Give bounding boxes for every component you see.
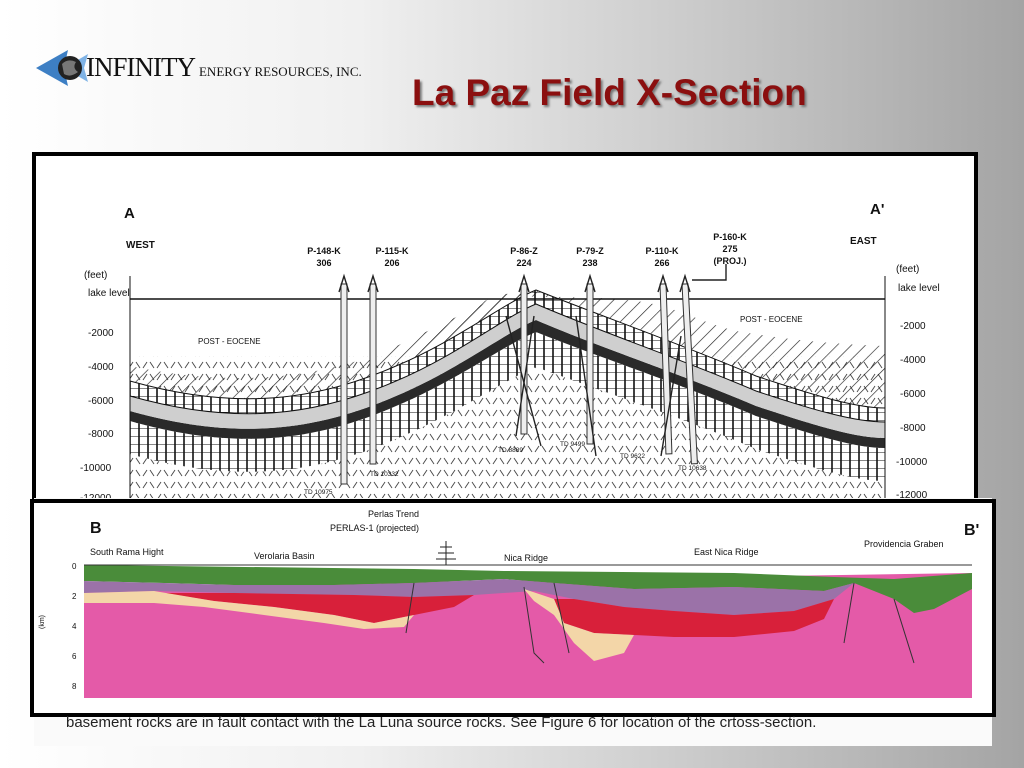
right-lake-level: lake level: [898, 283, 940, 294]
td-label: TD 8889: [498, 447, 523, 454]
page-title: La Paz Field X-Section: [412, 72, 807, 113]
section-a-end-label: A': [870, 201, 884, 218]
well-name: P-86-Z: [510, 246, 538, 256]
depth-tick: 4: [72, 622, 77, 631]
depth-tick: 6: [72, 652, 77, 661]
cross-section-b-panel: B B' Perlas Trend PERLAS-1 (projected) S…: [30, 499, 996, 717]
section-b-end-label: B': [964, 522, 979, 539]
cross-section-b-diagram: B B' Perlas Trend PERLAS-1 (projected) S…: [34, 503, 992, 713]
right-tick: -12000: [896, 490, 928, 501]
well-elev: 206: [384, 258, 399, 268]
well-name: P-79-Z: [576, 246, 604, 256]
right-tick: -6000: [900, 389, 926, 400]
cross-section-a-diagram: A A' WEST EAST (feet) (feet) lake level …: [80, 201, 940, 502]
left-tick: -8000: [88, 429, 114, 440]
depth-tick: 2: [72, 592, 77, 601]
left-tick: -4000: [88, 362, 114, 373]
td-label: TD 10332: [370, 471, 399, 478]
company-logo: INFINITY ENERGY RESOURCES, INC.: [34, 44, 362, 96]
well-note: (PROJ.): [713, 256, 746, 266]
location-label: Providencia Graben: [864, 539, 944, 549]
cross-section-a-panel: A A' WEST EAST (feet) (feet) lake level …: [32, 152, 978, 506]
well-elev: 275: [722, 244, 737, 254]
left-lake-level: lake level: [88, 288, 130, 299]
right-tick: -4000: [900, 355, 926, 366]
well-name: P-115-K: [375, 246, 409, 256]
td-label: TD 9622: [620, 453, 645, 460]
logo-sub-text: ENERGY RESOURCES, INC.: [198, 64, 362, 79]
td-label: TD 10975: [304, 489, 333, 496]
td-label: TD 9499: [560, 441, 585, 448]
well-elev: 224: [516, 258, 531, 268]
depth-axis-unit: (km): [39, 615, 46, 629]
left-axis-unit: (feet): [84, 270, 107, 281]
depth-tick: 8: [72, 682, 77, 691]
well-elev: 306: [316, 258, 331, 268]
section-a-start-label: A: [124, 205, 135, 222]
globe-arrow-icon: [36, 50, 88, 86]
figure-caption: basement rocks are in fault contact with…: [66, 714, 817, 731]
right-tick: -10000: [896, 457, 928, 468]
location-label: Verolaria Basin: [254, 551, 315, 561]
well-elev: 238: [582, 258, 597, 268]
section-b-start-label: B: [90, 520, 102, 537]
depth-tick: 0: [72, 562, 77, 571]
post-eocene-west-label: POST - EOCENE: [198, 337, 261, 346]
post-eocene-east-label: POST - EOCENE: [740, 315, 803, 324]
east-label: EAST: [850, 236, 877, 247]
left-tick: -6000: [88, 396, 114, 407]
trend-label: Perlas Trend: [368, 509, 419, 519]
left-tick: -2000: [88, 328, 114, 339]
left-tick: -12000: [80, 493, 112, 502]
td-label: TD 10638: [678, 465, 707, 472]
well-derrick-icon: [436, 541, 456, 565]
location-label: East Nica Ridge: [694, 547, 759, 557]
well-name: P-110-K: [645, 246, 679, 256]
logo-main-text: INFINITY: [86, 52, 196, 82]
projected-well-label: PERLAS-1 (projected): [330, 523, 419, 533]
right-tick: -8000: [900, 423, 926, 434]
right-tick: -2000: [900, 321, 926, 332]
well-name: P-148-K: [307, 246, 341, 256]
right-axis-unit: (feet): [896, 264, 919, 275]
location-label: South Rama Hight: [90, 547, 164, 557]
west-label: WEST: [126, 240, 155, 251]
well-name: P-160-K: [713, 232, 747, 242]
left-tick: -10000: [80, 463, 112, 474]
well-elev: 266: [654, 258, 669, 268]
location-label: Nica Ridge: [504, 553, 548, 563]
